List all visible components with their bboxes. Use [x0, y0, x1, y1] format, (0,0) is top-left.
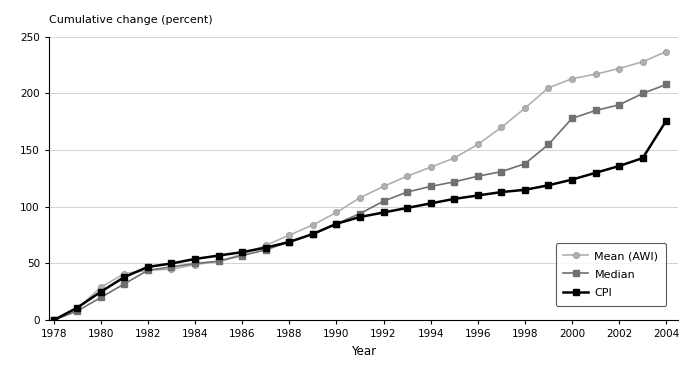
CPI [545, 183, 553, 187]
Text: Cumulative change (percent): Cumulative change (percent) [49, 15, 212, 25]
Median [261, 248, 270, 252]
Mean (AWI) [521, 106, 529, 110]
Median [450, 180, 459, 184]
CPI [50, 318, 58, 322]
Mean (AWI) [403, 174, 411, 178]
Median [356, 211, 364, 216]
CPI [662, 118, 670, 123]
Mean (AWI) [332, 210, 340, 215]
Median [332, 222, 340, 226]
Median [144, 268, 152, 272]
Median [191, 261, 199, 266]
CPI [261, 245, 270, 250]
CPI [96, 290, 105, 294]
CPI [591, 171, 600, 175]
Mean (AWI) [261, 243, 270, 248]
Mean (AWI) [545, 86, 553, 90]
CPI [285, 240, 294, 244]
Mean (AWI) [497, 125, 505, 130]
Median [426, 184, 435, 189]
Line: CPI: CPI [51, 118, 669, 323]
Mean (AWI) [309, 223, 317, 227]
Median [285, 240, 294, 244]
Mean (AWI) [120, 272, 129, 276]
Median [96, 295, 105, 300]
CPI [215, 253, 223, 258]
Median [662, 82, 670, 86]
X-axis label: Year: Year [351, 345, 376, 358]
Median [309, 232, 317, 236]
Median [73, 309, 81, 313]
CPI [521, 188, 529, 192]
CPI [238, 250, 246, 254]
Line: Median: Median [51, 82, 669, 323]
Mean (AWI) [96, 285, 105, 290]
Median [568, 116, 576, 121]
Mean (AWI) [215, 259, 223, 263]
Mean (AWI) [191, 262, 199, 267]
Median [638, 91, 647, 96]
Mean (AWI) [662, 49, 670, 54]
Line: Mean (AWI): Mean (AWI) [50, 49, 670, 323]
CPI [380, 210, 388, 215]
Mean (AWI) [426, 165, 435, 169]
Median [473, 174, 482, 178]
Mean (AWI) [473, 142, 482, 147]
CPI [473, 193, 482, 198]
CPI [615, 164, 624, 168]
Median [403, 190, 411, 194]
Mean (AWI) [238, 252, 246, 256]
Median [497, 170, 505, 174]
Median [120, 282, 129, 286]
Median [380, 199, 388, 204]
CPI [497, 190, 505, 194]
CPI [191, 257, 199, 261]
Mean (AWI) [50, 318, 58, 322]
Mean (AWI) [73, 307, 81, 311]
CPI [144, 265, 152, 269]
Mean (AWI) [450, 156, 459, 160]
Mean (AWI) [144, 268, 152, 272]
Mean (AWI) [285, 233, 294, 237]
Median [238, 253, 246, 258]
CPI [73, 305, 81, 310]
Mean (AWI) [167, 267, 175, 271]
CPI [426, 201, 435, 206]
Mean (AWI) [568, 77, 576, 81]
CPI [638, 156, 647, 160]
CPI [332, 222, 340, 226]
Legend: Mean (AWI), Median, CPI: Mean (AWI), Median, CPI [556, 243, 666, 306]
CPI [309, 232, 317, 236]
Median [615, 103, 624, 107]
Median [167, 265, 175, 269]
Median [591, 108, 600, 113]
Mean (AWI) [380, 184, 388, 189]
Median [50, 318, 58, 322]
Median [545, 142, 553, 147]
CPI [450, 197, 459, 201]
CPI [568, 177, 576, 182]
Mean (AWI) [356, 195, 364, 200]
CPI [356, 215, 364, 219]
CPI [167, 261, 175, 266]
Median [521, 162, 529, 166]
Mean (AWI) [615, 66, 624, 71]
Median [215, 259, 223, 263]
CPI [120, 275, 129, 279]
Mean (AWI) [591, 72, 600, 77]
Mean (AWI) [638, 60, 647, 64]
CPI [403, 206, 411, 210]
